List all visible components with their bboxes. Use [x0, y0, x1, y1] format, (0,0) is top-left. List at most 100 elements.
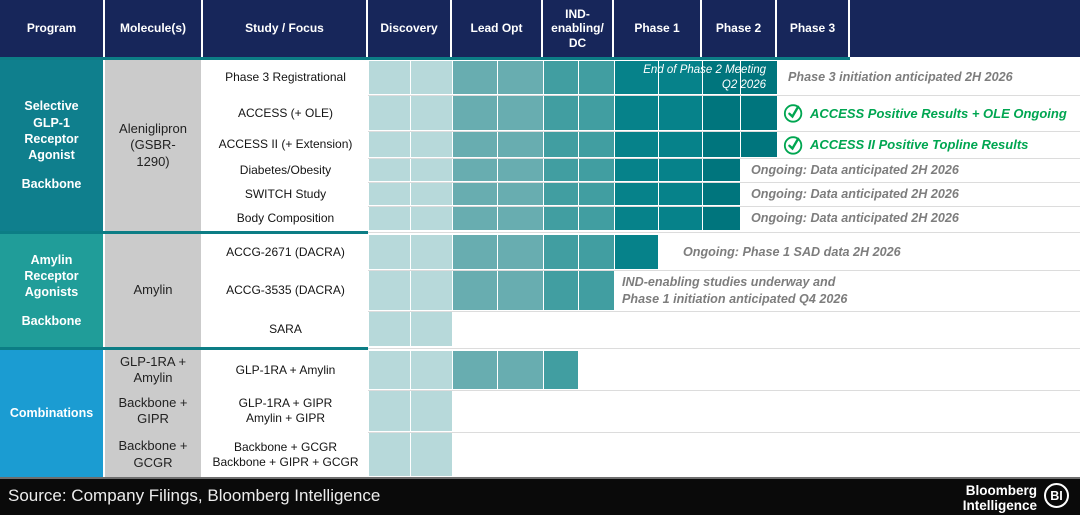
bar-segment	[497, 271, 543, 310]
bar-segment	[368, 312, 410, 346]
bar-segment	[543, 132, 578, 157]
bar-segment	[452, 61, 497, 94]
bar-segment	[614, 61, 658, 94]
bar-segment	[702, 159, 740, 181]
annotation-gray: Ongoing: Phase 1 SAD data 2H 2026	[683, 244, 901, 259]
bar-inline-label: End of Phase 2 Meeting Q2 2026	[643, 63, 766, 91]
bar-segment	[543, 96, 578, 130]
bar-segment	[497, 61, 543, 94]
molecule-label: GLP-1RA + Amylin	[119, 353, 187, 385]
row-divider	[368, 181, 1080, 183]
bar-segment	[578, 132, 614, 157]
bar-segment	[578, 159, 614, 181]
study-cell: ACCESS (+ OLE)	[203, 95, 368, 131]
bar-segment	[368, 433, 410, 476]
check-icon	[783, 104, 803, 123]
bar-segment	[497, 96, 543, 130]
bar-segment	[614, 159, 658, 181]
bar-segment	[702, 207, 740, 230]
annotation-gray: Ongoing: Data anticipated 2H 2026	[751, 186, 959, 201]
bar-segment	[497, 183, 543, 205]
bar-segment	[410, 132, 452, 157]
bloomberg-logo: Bloomberg Intelligence	[915, 483, 1037, 513]
bar-segment	[658, 207, 702, 230]
row-divider	[368, 269, 1080, 271]
row-divider	[368, 130, 1080, 132]
header-cell-phase-1: Phase 1	[614, 0, 702, 57]
bar-segment	[497, 132, 543, 157]
header-cell-phase-2: Phase 2	[702, 0, 777, 57]
program-cell: Amylin Receptor Agonists Backbone	[0, 234, 103, 347]
bar-segment	[452, 183, 497, 205]
bar-segment	[614, 183, 658, 205]
block-divider	[0, 231, 368, 234]
bar-segment	[368, 159, 410, 181]
bar-segment	[497, 159, 543, 181]
bar-segment	[543, 207, 578, 230]
bar-segment	[368, 207, 410, 230]
study-cell: GLP-1RA + GIPR Amylin + GIPR	[203, 390, 368, 432]
bar-segment	[410, 207, 452, 230]
header-cell-study-focus: Study / Focus	[203, 0, 368, 57]
row-divider	[368, 157, 1080, 159]
program-cell: Selective GLP-1 Receptor Agonist Backbone	[0, 60, 103, 231]
bar-segment	[578, 235, 614, 269]
program-sub-label: Backbone	[21, 314, 82, 329]
annotation-gray: Ongoing: Data anticipated 2H 2026	[751, 162, 959, 177]
bar-segment	[658, 183, 702, 205]
bar-segment	[368, 271, 410, 310]
program-label: Amylin Receptor Agonists	[24, 252, 79, 300]
bar-segment	[543, 235, 578, 269]
bar-segment	[452, 132, 497, 157]
bar-segment	[658, 132, 702, 157]
annotation-text: ACCESS Positive Results + OLE Ongoing	[810, 105, 1067, 121]
bar-segment	[658, 96, 702, 130]
annotation-gray: Phase 3 initiation anticipated 2H 2026	[788, 70, 1013, 84]
annotation-text: ACCESS II Positive Topline Results	[810, 137, 1029, 152]
bar-segment	[740, 96, 777, 130]
study-cell: Diabetes/Obesity	[203, 158, 368, 182]
header-bottom-divider	[0, 57, 850, 60]
header-cell-phase-3: Phase 3	[777, 0, 850, 57]
bar-segment	[614, 132, 658, 157]
bar-segment	[740, 132, 777, 157]
bar-segment	[578, 271, 614, 310]
bar-segment	[497, 351, 543, 389]
bar-segment	[368, 183, 410, 205]
molecule-label: Backbone + GCGR	[118, 438, 188, 470]
bar-segment	[740, 61, 777, 94]
molecule-cell: Amylin	[105, 234, 201, 347]
bar-segment	[410, 271, 452, 310]
bar-segment	[410, 96, 452, 130]
footer-bar	[0, 477, 1080, 515]
bar-segment	[452, 159, 497, 181]
bar-segment	[614, 207, 658, 230]
header-cell-program: Program	[0, 0, 105, 57]
bar-segment	[578, 96, 614, 130]
molecule-cell: Aleniglipron (GSBR- 1290)	[105, 60, 201, 231]
bar-segment	[543, 61, 578, 94]
bar-segment	[543, 159, 578, 181]
row-divider	[368, 389, 1080, 391]
row-divider	[368, 431, 1080, 433]
bar-segment	[702, 183, 740, 205]
bar-segment	[368, 351, 410, 389]
molecule-label: Amylin	[133, 282, 173, 298]
bar-segment	[702, 132, 740, 157]
molecule-label: Backbone + GIPR	[118, 394, 188, 426]
bar-segment	[578, 207, 614, 230]
bar-segment	[410, 159, 452, 181]
bar-segment	[702, 61, 740, 94]
program-sub-label: Backbone	[21, 177, 82, 192]
source-text: Source: Company Filings, Bloomberg Intel…	[8, 486, 381, 505]
bar-segment	[614, 235, 658, 269]
row-divider	[368, 232, 1080, 233]
row-divider	[368, 348, 1080, 349]
study-cell: GLP-1RA + Amylin	[203, 350, 368, 390]
molecule-column-background	[105, 350, 201, 477]
row-divider	[368, 310, 1080, 312]
bar-segment	[368, 96, 410, 130]
header-cell-ind-: IND- enabling/ DC	[543, 0, 614, 57]
annotation-gray: IND-enabling studies underway and Phase …	[622, 274, 848, 306]
